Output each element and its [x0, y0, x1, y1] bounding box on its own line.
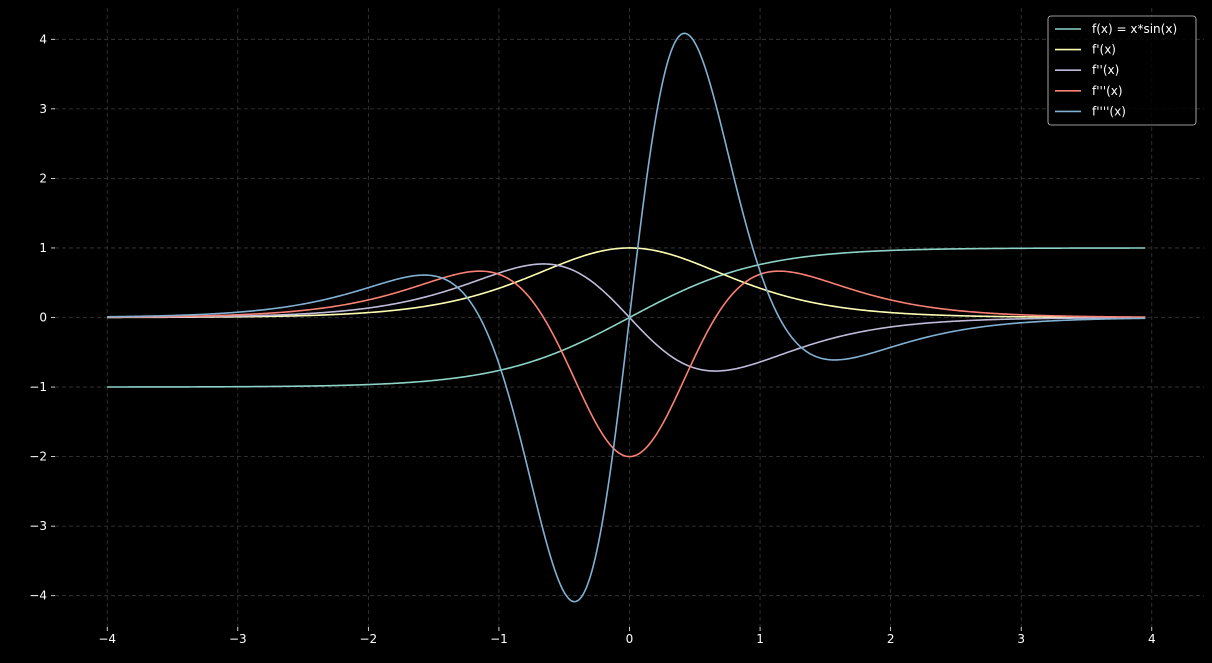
legend-label: f''(x)	[1092, 63, 1119, 77]
y-tick-label: 4	[39, 32, 47, 46]
y-tick-label: 1	[39, 241, 47, 255]
y-tick-label: −3	[29, 519, 47, 533]
legend-label: f'(x)	[1092, 43, 1116, 57]
series-line	[107, 32, 1146, 603]
x-tick-label: 2	[887, 632, 895, 646]
y-tick-label: 3	[39, 102, 47, 116]
legend-label: f'''(x)	[1092, 84, 1123, 98]
series-line	[107, 247, 1146, 388]
x-tick-label: −4	[98, 632, 116, 646]
legend-label: f(x) = x*sin(x)	[1092, 22, 1177, 36]
x-tick-label: 3	[1017, 632, 1025, 646]
legend: f(x) = x*sin(x) f'(x) f''(x) f'''(x) f''''(x…	[1047, 15, 1197, 126]
y-tick-label: 0	[39, 311, 47, 325]
legend-box	[1047, 15, 1197, 126]
y-tick-label: −1	[29, 380, 47, 394]
series-layer	[107, 32, 1146, 603]
x-tick-label: −2	[360, 632, 378, 646]
x-tick-label: 4	[1148, 632, 1156, 646]
x-tick-label: −1	[490, 632, 508, 646]
y-tick-label: −2	[29, 450, 47, 464]
x-tick-label: 0	[626, 632, 634, 646]
tick-layer: −4 −3 −2 −1 0 1 2 3 4 −4 −3 −2 −1 0 1 2 3 4	[29, 32, 1155, 646]
x-tick-label: 1	[756, 632, 764, 646]
y-tick-label: −4	[29, 589, 47, 603]
series-line	[107, 247, 1146, 319]
legend-label: f''''(x)	[1092, 104, 1126, 118]
x-tick-label: −3	[229, 632, 247, 646]
series-line	[107, 270, 1146, 458]
series-line	[107, 263, 1146, 372]
y-tick-label: 2	[39, 171, 47, 185]
